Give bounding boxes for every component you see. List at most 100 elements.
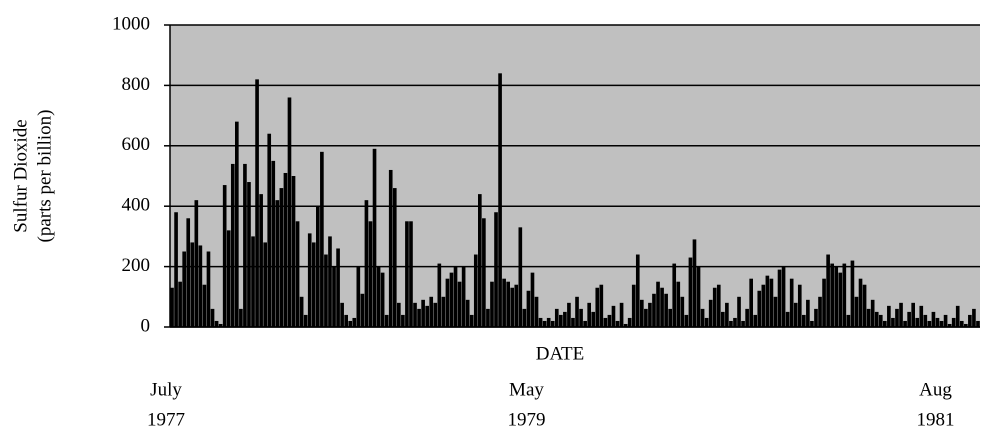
bar (725, 302, 729, 327)
x-tick-label: 1981 (917, 409, 955, 430)
x-tick-label: 1979 (507, 409, 545, 430)
bar (652, 293, 656, 327)
bar (761, 284, 766, 327)
bar (174, 212, 178, 327)
bar (749, 278, 753, 327)
bar (591, 311, 596, 327)
y-tick-label: 600 (122, 134, 151, 155)
bar (530, 272, 535, 327)
bar (372, 148, 377, 327)
bar (688, 257, 693, 327)
bar (947, 323, 952, 327)
bar (769, 278, 774, 327)
bar (810, 320, 814, 327)
bar (267, 133, 272, 327)
bar (563, 311, 567, 327)
bar (210, 308, 215, 327)
bar (976, 320, 980, 327)
bar (668, 308, 672, 327)
bar (522, 308, 527, 327)
bar (680, 296, 685, 327)
bar (822, 278, 826, 327)
bar (271, 160, 276, 327)
bar (534, 296, 539, 327)
bar (943, 314, 948, 327)
bar (170, 287, 174, 327)
bar (291, 176, 296, 327)
bar (648, 302, 652, 327)
bar (283, 172, 288, 327)
bar (741, 320, 745, 327)
bar (619, 302, 624, 327)
bar (583, 320, 587, 327)
bar (656, 281, 660, 327)
bar (332, 266, 336, 327)
x-tick-label: 1977 (147, 409, 185, 430)
bar (230, 163, 235, 327)
bar (518, 227, 523, 327)
bar (279, 188, 284, 327)
bar (745, 308, 749, 327)
bar (559, 314, 563, 327)
bar (348, 320, 353, 327)
bar (595, 287, 600, 327)
bar (202, 284, 207, 327)
y-axis-label: (parts per billion) (34, 110, 55, 243)
bar (607, 314, 612, 327)
bar (919, 305, 924, 327)
y-tick-label: 1000 (112, 13, 150, 34)
bar (716, 284, 721, 327)
bar (324, 254, 328, 327)
bar (733, 317, 737, 327)
bar (542, 320, 547, 327)
bar (931, 311, 936, 327)
bar (664, 293, 668, 327)
bar (526, 290, 531, 327)
bar (490, 281, 494, 327)
bar (850, 260, 855, 327)
bar (299, 296, 304, 327)
y-tick-label: 0 (141, 315, 151, 336)
bar (360, 293, 365, 327)
bar (777, 269, 782, 327)
bar (275, 200, 280, 327)
bar (826, 254, 830, 327)
bar (401, 314, 405, 327)
bar (550, 320, 555, 327)
y-axis-label: Sulfur Dioxide (10, 119, 31, 232)
bar (554, 308, 559, 327)
bar (364, 200, 369, 327)
bar (631, 284, 636, 327)
bar (895, 308, 899, 327)
bar (392, 188, 397, 327)
bar (441, 296, 446, 327)
bar (405, 221, 409, 327)
bar (599, 284, 604, 327)
bar (510, 287, 515, 327)
bar (247, 182, 251, 327)
bar (465, 299, 470, 327)
bar (235, 121, 239, 327)
bar (874, 311, 879, 327)
bar (854, 296, 859, 327)
bar (255, 79, 259, 327)
bar (433, 302, 438, 327)
bar (927, 320, 932, 327)
bar (862, 284, 867, 327)
x-tick-label: May (509, 379, 544, 400)
bar (376, 266, 381, 327)
bar (222, 185, 227, 327)
bar (182, 251, 186, 327)
x-tick-label: July (150, 379, 182, 400)
bar (955, 305, 960, 327)
bar (623, 323, 628, 327)
bar (311, 242, 316, 327)
bar (218, 323, 223, 327)
bar (445, 278, 450, 327)
bar (473, 254, 478, 327)
bar (409, 221, 413, 327)
bar (939, 320, 944, 327)
bar (397, 302, 401, 327)
bar (316, 206, 320, 327)
bar (198, 245, 203, 327)
